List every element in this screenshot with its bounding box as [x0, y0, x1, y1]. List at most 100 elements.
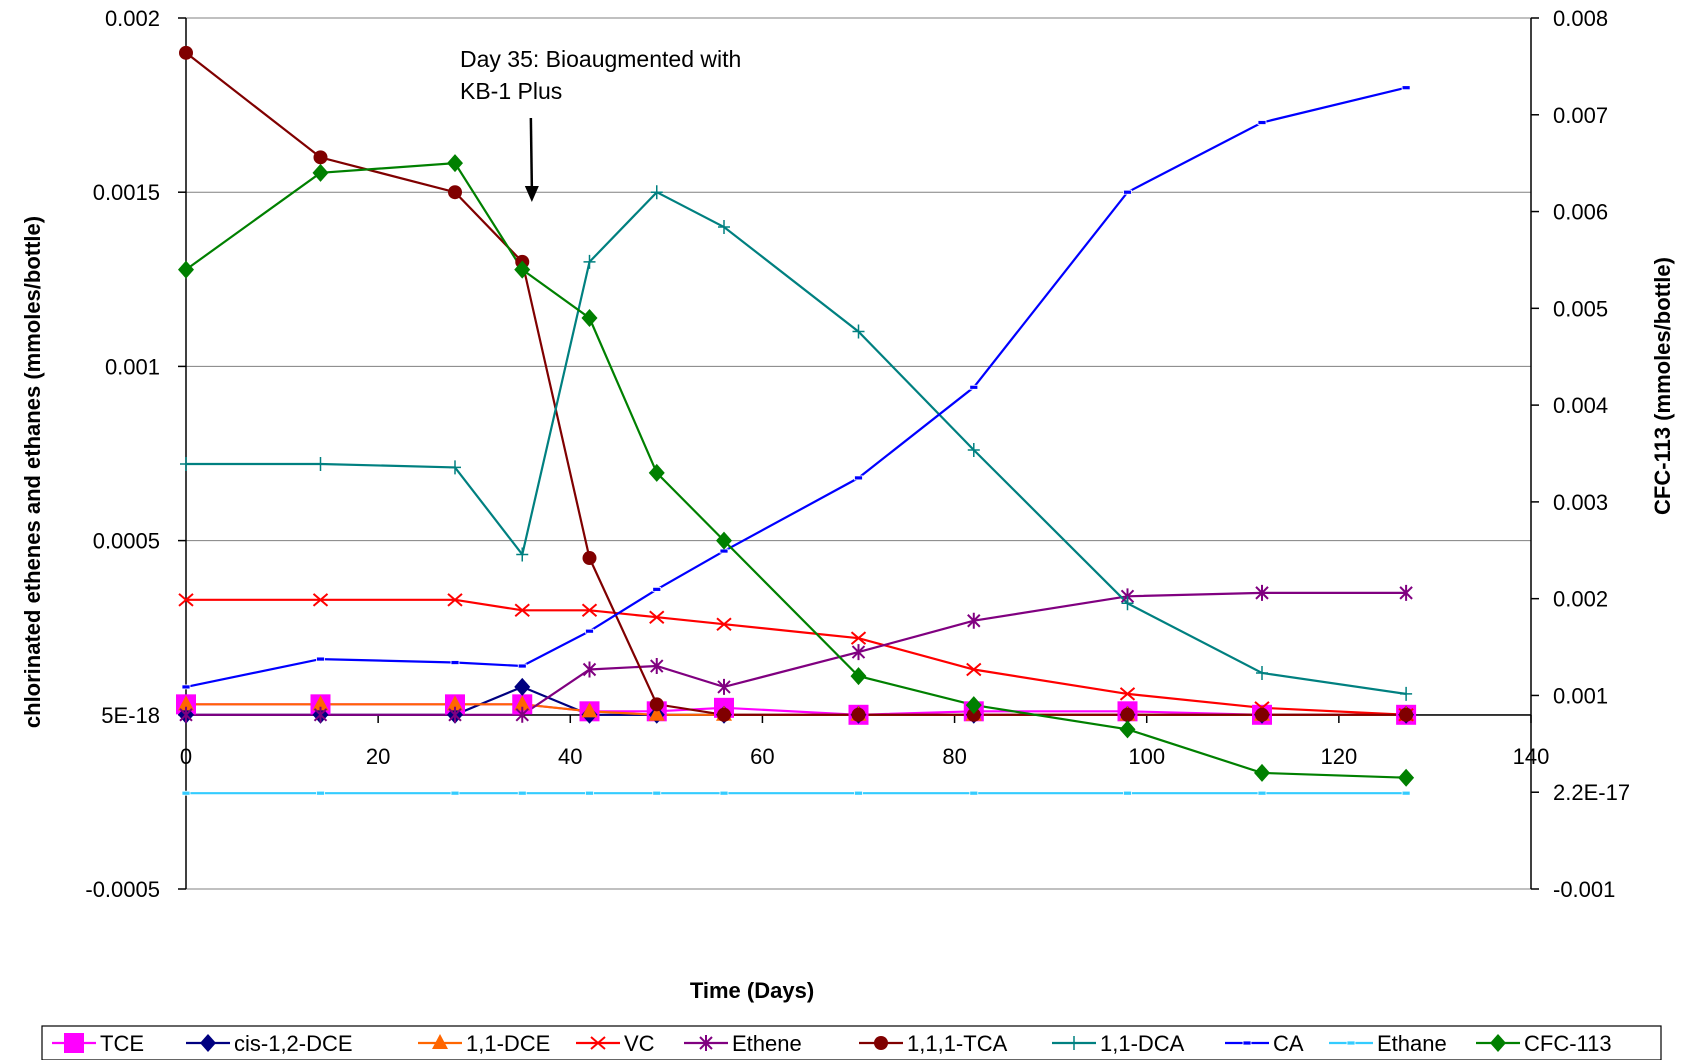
data-point [1256, 665, 1268, 680]
data-point [448, 706, 462, 723]
series-TCE [186, 703, 1407, 716]
series-layer [176, 45, 1417, 796]
data-point [178, 260, 194, 279]
y-tick-label: 0.0015 [93, 180, 160, 205]
legend-marker [874, 1036, 888, 1050]
data-point [1399, 707, 1414, 722]
data-point [1399, 584, 1413, 601]
x-tick-label: 120 [1320, 744, 1357, 769]
markers-TCE [176, 694, 1417, 725]
data-point [1401, 790, 1411, 796]
legend-marker [1346, 1040, 1356, 1046]
series-VC [186, 598, 1407, 716]
series-CFC-113 [185, 162, 1407, 779]
series-line [186, 591, 1407, 716]
data-point [719, 790, 729, 796]
x-tick-label: 20 [366, 744, 390, 769]
tick-labels: -0.0005 5E-18 0.0005 0.001 0.0015 0.002 -0.001… [85, 6, 1630, 902]
data-point [852, 324, 865, 339]
legend-marker [590, 1036, 606, 1050]
data-point [969, 790, 979, 796]
data-point [650, 185, 663, 200]
markers-1,1,1-TCA [179, 45, 1414, 722]
data-point [585, 628, 594, 634]
data-point [1119, 720, 1136, 739]
y2-tick-label: 0.007 [1553, 103, 1608, 128]
legend-box [41, 1025, 1662, 1060]
data-point [179, 706, 193, 723]
markers-1,1-DCE [178, 695, 1415, 721]
data-point [447, 695, 463, 711]
data-point [652, 790, 662, 796]
data-point [966, 662, 982, 677]
data-point [649, 697, 664, 712]
legend-entry: Ethene [684, 1031, 802, 1056]
legend-entry: cis-1,2-DCE [186, 1031, 353, 1056]
legend-entry: CA [1225, 1031, 1304, 1056]
data-point [516, 547, 529, 562]
data-point [316, 790, 325, 796]
series-line [185, 86, 1407, 688]
x-tick-label: 0 [180, 744, 192, 769]
data-point [583, 254, 596, 269]
markers-CFC-113 [178, 154, 1415, 787]
y-tick-label: 5E-18 [101, 703, 160, 728]
y2-tick-label: 0.005 [1553, 296, 1608, 321]
x-tick-label: 140 [1513, 744, 1550, 769]
data-point [514, 260, 531, 279]
data-point [178, 695, 194, 711]
data-point [312, 593, 329, 607]
data-point [582, 661, 597, 678]
data-point [181, 790, 191, 796]
x-tick-label: 40 [558, 744, 582, 769]
series-line [186, 190, 1407, 695]
y-tick-label: 0.002 [105, 6, 160, 31]
data-point [514, 603, 530, 618]
data-point [585, 790, 594, 796]
legend-entry: TCE [52, 1031, 144, 1056]
x-tick-label: 80 [942, 744, 966, 769]
data-point [447, 593, 463, 607]
data-point [716, 617, 732, 631]
data-point [850, 631, 867, 645]
y-tick-label: 0.0005 [93, 529, 160, 554]
data-point [581, 309, 598, 328]
data-point [581, 603, 598, 618]
markers-1,1-DCA [180, 185, 1413, 701]
data-point [312, 695, 329, 711]
x-axis-title: Time (Days) [690, 978, 814, 1003]
data-point [1255, 707, 1269, 722]
series-line [185, 162, 1407, 779]
data-point [650, 658, 664, 675]
data-point [718, 220, 730, 235]
y-tick-label: -0.0005 [85, 877, 160, 902]
data-point [719, 548, 729, 554]
x-tick-label: 100 [1128, 744, 1165, 769]
markers-cis-1,2-DCE [178, 677, 1415, 724]
legend-label: 1,1-DCE [466, 1031, 550, 1056]
data-point [448, 185, 462, 200]
data-point [179, 45, 193, 60]
data-point [178, 593, 194, 607]
legend-entry: 1,1-DCE [418, 1031, 550, 1056]
data-point [1120, 707, 1135, 722]
data-point [447, 154, 463, 173]
data-point [717, 678, 731, 695]
legend-label: 1,1,1-TCA [907, 1031, 1008, 1056]
legend-label: VC [624, 1031, 655, 1056]
markers-Ethane [181, 790, 1411, 796]
y2-tick-label: 0.001 [1553, 683, 1608, 708]
data-point [514, 695, 531, 711]
data-point [1257, 790, 1267, 796]
data-point [449, 460, 461, 475]
data-point [316, 656, 325, 662]
data-point [648, 463, 665, 482]
data-point [1400, 686, 1413, 701]
legend-entry: 1,1,1-TCA [859, 1031, 1008, 1056]
data-point [716, 531, 732, 550]
legend-marker [699, 1035, 713, 1051]
data-point [1401, 85, 1411, 91]
annotation-line-2: KB-1 Plus [460, 78, 562, 104]
data-point [517, 663, 527, 669]
series-line [186, 703, 1407, 716]
